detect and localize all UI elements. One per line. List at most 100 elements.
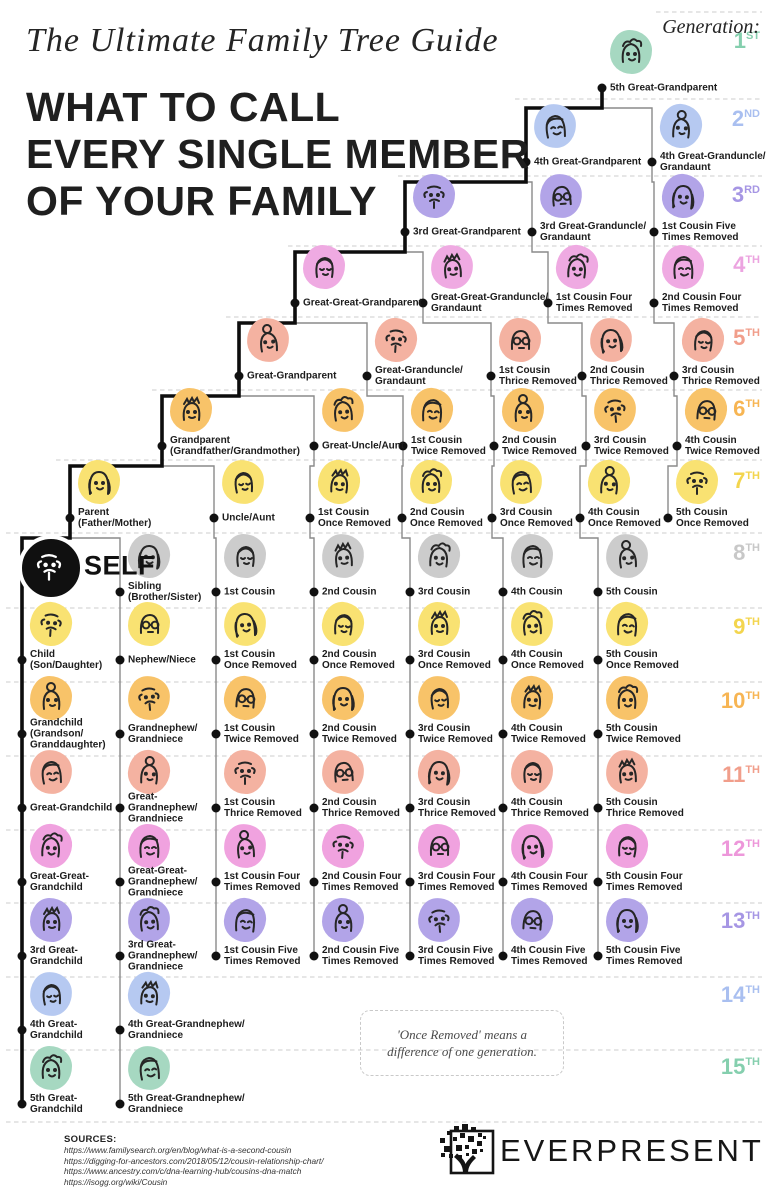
avatar-c3r2d — [416, 674, 462, 722]
label-gu3: 3rd Great-Granduncle/ Grandaunt — [540, 221, 647, 243]
avatar-c3r1u — [498, 458, 544, 506]
logo-tree-icon — [440, 1124, 495, 1175]
label-c5r2d: 5th Cousin Twice Removed — [606, 723, 681, 745]
label-parent: Parent (Father/Mother) — [78, 507, 152, 529]
avatar-c2r4u — [662, 245, 704, 289]
family-connector — [651, 162, 655, 232]
avatar-c4 — [511, 534, 553, 578]
avatar-gggc — [28, 822, 74, 870]
node-dot — [593, 655, 603, 665]
generation-label-9: 9TH — [733, 614, 760, 639]
source-url: https://www.ancestry.com/c/dna-learning-… — [64, 1166, 302, 1176]
node-dot — [405, 729, 415, 739]
label-uncle: Uncle/Aunt — [222, 512, 275, 524]
title-line-3: OF YOUR FAMILY — [26, 178, 377, 224]
label-c2r3u: 2nd Cousin Thrice Removed — [590, 365, 668, 387]
generation-label-4: 4TH — [733, 252, 760, 277]
avatar-gu4 — [658, 102, 704, 150]
avatar-ggnn — [126, 748, 172, 796]
label-c2r1u: 2nd Cousin Once Removed — [410, 507, 483, 529]
note-text: 'Once Removed' means a difference of one … — [387, 1027, 537, 1059]
node-dot — [649, 227, 659, 237]
self-avatar — [18, 535, 84, 601]
node-dot — [405, 655, 415, 665]
generation-label-15: 15TH — [720, 1054, 760, 1079]
node-dot — [498, 729, 508, 739]
node-dot — [593, 803, 603, 813]
node-dot — [581, 441, 591, 451]
node-dot — [211, 729, 221, 739]
family-connector — [401, 518, 411, 592]
label-c2r2u: 2nd Cousin Twice Removed — [502, 435, 577, 457]
avatar-c1r2d — [222, 674, 268, 722]
label-c4r3d: 4th Cousin Thrice Removed — [511, 797, 589, 819]
everpresent-logo: EVERPRESENT — [438, 1122, 764, 1180]
node-dot — [17, 729, 27, 739]
node-dot — [309, 803, 319, 813]
label-c5r3d: 5th Cousin Thrice Removed — [606, 797, 684, 819]
avatar-gu1 — [373, 316, 419, 364]
avatar-gu3 — [538, 172, 584, 220]
generation-label-11: 11TH — [722, 762, 760, 787]
node-dot — [115, 587, 125, 597]
family-connector — [213, 518, 217, 592]
sources-block: SOURCES: https://www.familysearch.org/en… — [64, 1134, 324, 1187]
node-dot — [498, 655, 508, 665]
avatar-c1r4d — [222, 822, 268, 870]
node-dot — [17, 803, 27, 813]
label-c3r2u: 3rd Cousin Twice Removed — [594, 435, 669, 457]
family-connector — [547, 303, 583, 376]
node-dot — [309, 951, 319, 961]
node-dot — [593, 951, 603, 961]
avatar-g3c — [30, 898, 72, 942]
node-dot — [290, 298, 300, 308]
label-child: Child (Son/Daughter) — [30, 649, 103, 671]
node-dot — [527, 227, 537, 237]
label-c3r3d: 3rd Cousin Thrice Removed — [418, 797, 496, 819]
label-gc: Grandchild (Grandson/ Granddaughter) — [30, 717, 106, 751]
label-gp1: Great-Grandparent — [247, 370, 337, 382]
avatar-c1r5u — [660, 172, 706, 220]
label-c3r5d: 3rd Cousin Five Times Removed — [418, 945, 495, 967]
avatar-c1r5d — [222, 896, 268, 944]
label-c5r1u: 5th Cousin Once Removed — [676, 507, 749, 529]
avatar-gggnn — [128, 824, 170, 868]
avatar-c5r3d — [604, 748, 650, 796]
avatar-c4r1u — [586, 458, 632, 506]
node-dot — [593, 877, 603, 887]
node-dot — [672, 441, 682, 451]
label-g5c: 5th Great- Grandchild — [30, 1093, 83, 1115]
node-dot — [498, 803, 508, 813]
avatar-c1r1u — [316, 458, 362, 506]
generation-label-8: 8TH — [733, 540, 760, 565]
label-g5nn: 5th Great-Grandnephew/ Grandniece — [128, 1093, 245, 1115]
label-c4r5d: 4th Cousin Five Times Removed — [511, 945, 588, 967]
node-dot — [211, 951, 221, 961]
node-dot — [17, 655, 27, 665]
node-dot — [209, 513, 219, 523]
label-c3r1d: 3rd Cousin Once Removed — [418, 649, 491, 671]
label-c4r1d: 4th Cousin Once Removed — [511, 649, 584, 671]
avatar-c4r4d — [509, 822, 555, 870]
label-c2r4d: 2nd Cousin Four Times Removed — [322, 871, 402, 893]
label-c3: 3rd Cousin — [418, 586, 471, 598]
node-dot — [521, 157, 531, 167]
self-label: SELF — [84, 550, 156, 581]
family-connector — [579, 518, 599, 592]
avatar-gp3 — [413, 174, 455, 218]
label-c1r1d: 1st Cousin Once Removed — [224, 649, 297, 671]
generation-label-12: 12TH — [720, 836, 760, 861]
node-dot — [157, 441, 167, 451]
node-dot — [398, 441, 408, 451]
avatar-g3nn — [126, 896, 172, 944]
label-c2r2d: 2nd Cousin Twice Removed — [322, 723, 397, 745]
label-c3r1u: 3rd Cousin Once Removed — [500, 507, 573, 529]
label-nn: Nephew/Niece — [128, 654, 196, 666]
avatar-c2r4d — [320, 822, 366, 870]
node-dot — [362, 371, 372, 381]
avatar-c5r2d — [606, 676, 648, 720]
node-dot — [305, 513, 315, 523]
node-dot — [498, 951, 508, 961]
generation-label-6: 6TH — [733, 396, 760, 421]
avatar-c3r3d — [416, 748, 462, 796]
